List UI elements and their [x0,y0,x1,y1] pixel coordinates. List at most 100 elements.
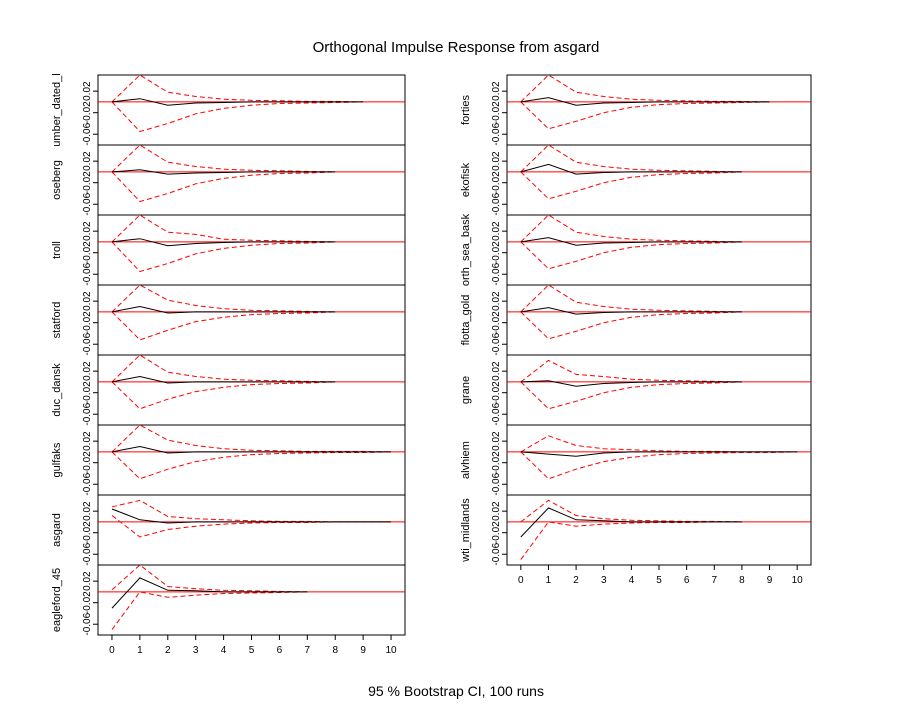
y-tick-label: -0.02 [491,101,502,124]
panel-grane: 0.02-0.02-0.06 grane [460,354,812,426]
y-tick-label: -0.02 [491,171,502,194]
x-tick-label: 5 [656,575,662,586]
y-tick-label: -0.06 [82,402,93,425]
x-tick-label: 7 [711,575,717,586]
response-line [111,98,364,106]
panel-frame [97,564,406,636]
lower-ci-line [520,381,742,410]
upper-ci-line [111,74,364,103]
x-tick-label: 1 [137,645,143,656]
upper-ci-line [111,354,336,383]
panel-frame [97,144,406,216]
y-tick-label: -0.06 [491,332,502,355]
upper-ci-line [520,435,798,453]
response-line [111,445,391,454]
y-tick-label: -0.02 [82,241,93,264]
y-tick-label: -0.06 [82,122,93,145]
upper-ci-line [520,214,742,243]
y-tick-label: -0.06 [491,402,502,425]
upper-ci-line [111,424,392,453]
panel-label: umber_dated_l [51,73,63,146]
y-tick-label: -0.02 [491,381,502,404]
y-tick-label: -0.02 [491,241,502,264]
panel-frame [506,144,812,216]
panel-label: grane [460,376,472,404]
y-tick-label: 0.02 [82,81,93,101]
y-tick-label: -0.02 [82,311,93,334]
y-tick-label: -0.06 [82,542,93,565]
panel-label: flotta_gold [460,295,472,346]
response-line [520,451,798,457]
x-tick-label: 10 [385,645,397,656]
y-tick-label: 0.02 [491,221,502,241]
upper-ci-line [111,499,391,523]
y-tick-label: 0.02 [491,81,502,101]
y-tick-label: -0.06 [82,332,93,355]
y-tick-label: 0.02 [491,431,502,451]
panel-frame [506,494,812,566]
panel-label: oseberg [51,160,63,200]
panel-frame [97,74,406,146]
y-tick-label: 0.02 [491,501,502,521]
panel-frame [506,354,812,426]
x-tick-label: 0 [109,645,115,656]
y-tick-label: -0.02 [491,521,502,544]
y-tick-label: -0.06 [82,472,93,495]
panel-label: wti_midlands [460,498,472,563]
x-tick-label: 0 [518,575,524,586]
upper-ci-line [520,74,770,103]
response-line [520,237,742,246]
response-line [111,238,336,247]
panel-label: asgard [51,513,63,547]
x-tick-label: 4 [221,645,227,656]
upper-ci-line [111,564,308,593]
y-tick-label: 0.02 [82,501,93,521]
panel-alvhiem: 0.02-0.02-0.06 alvhiem [460,424,812,496]
x-tick-label: 3 [193,645,199,656]
panel-label: alvhiem [460,441,472,479]
panel-flotta-gold: 0.02-0.02-0.06 flotta_gold [460,284,812,356]
panel-oseberg: 0.02-0.02-0.06 oseberg [51,144,406,216]
x-tick-label: 6 [684,575,690,586]
y-tick-label: -0.02 [82,101,93,124]
y-tick-label: -0.02 [491,451,502,474]
panel-label: gulfaks [51,442,63,477]
x-tick-label: 7 [305,645,311,656]
panel-frame [97,354,406,426]
y-tick-label: 0.02 [491,361,502,381]
y-tick-label: 0.02 [82,431,93,451]
panel-statford: 0.02-0.02-0.06 statford [51,284,406,356]
panel-frame [97,424,406,496]
panel-frame [97,284,406,356]
y-tick-label: 0.02 [82,151,93,171]
response-line [520,307,742,315]
y-tick-label: -0.06 [82,612,93,635]
y-tick-label: -0.06 [491,192,502,215]
panel-label: statford [51,302,63,339]
x-tick-label: 1 [546,575,552,586]
y-tick-label: -0.02 [491,311,502,334]
upper-ci-line [111,284,336,313]
panel-orth-sea-bask: 0.02-0.02-0.06 orth_sea_bask [460,213,812,286]
lower-ci-line [111,591,308,630]
y-tick-label: 0.02 [82,361,93,381]
panel-grid: 0.02-0.02-0.06umber_dated_l0.02-0.02-0.0… [51,73,812,656]
x-tick-label: 5 [249,645,255,656]
x-tick-label: 8 [332,645,338,656]
y-tick-label: 0.02 [491,151,502,171]
lower-ci-line [520,311,742,340]
lower-ci-line [111,171,336,203]
response-line [520,163,742,175]
y-tick-label: 0.02 [491,291,502,311]
panel-frame [506,214,812,286]
panel-duc-dansk: 0.02-0.02-0.06 duc_dansk [51,354,406,426]
y-tick-label: -0.06 [491,542,502,565]
y-tick-label: -0.06 [82,192,93,215]
panel-frame [97,494,406,566]
panel-troll: 0.02-0.02-0.06 troll [51,214,406,286]
y-tick-label: -0.02 [82,521,93,544]
lower-ci-line [111,241,336,273]
panel-label: orth_sea_bask [460,213,472,286]
chart-title: Orthogonal Impulse Response from asgard [313,39,600,56]
